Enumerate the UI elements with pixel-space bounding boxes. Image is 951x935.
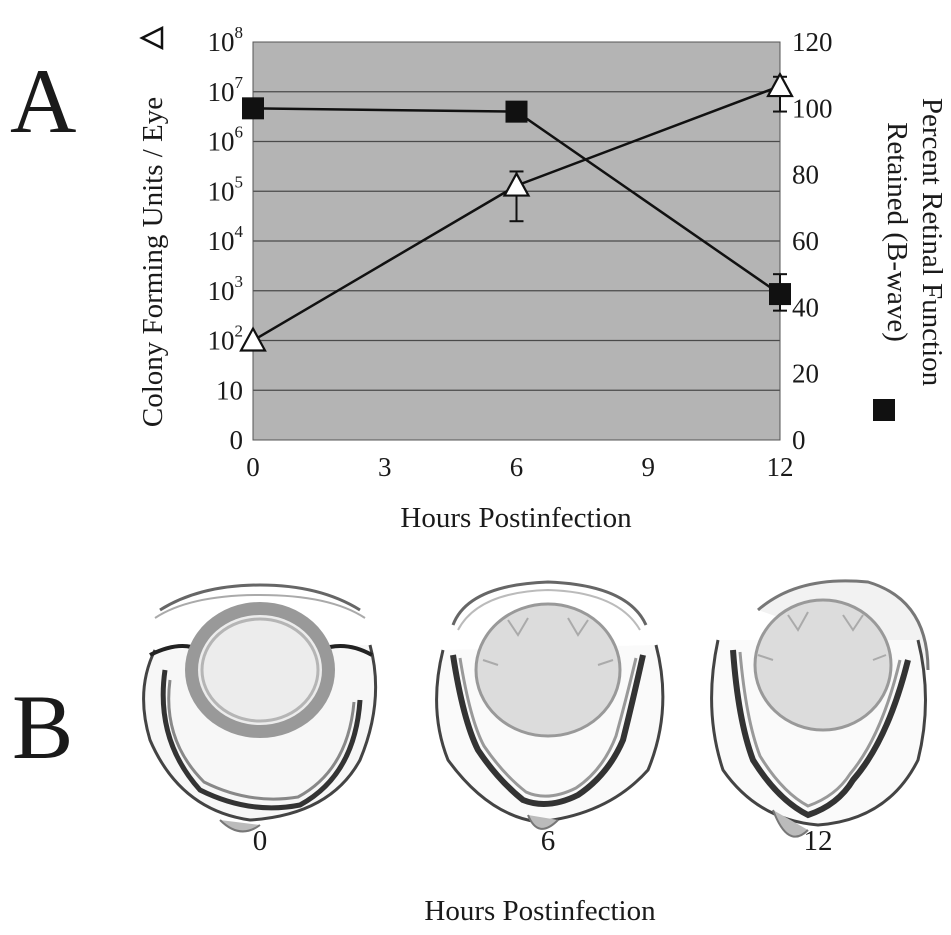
plot-frame: [252, 41, 781, 441]
left-tick-label: 106: [208, 123, 244, 157]
eye-label-0: 0: [253, 825, 268, 857]
triangle-point: [766, 71, 794, 98]
panel-b-figure: B 0 6 12 Hours Postinfection: [12, 579, 930, 927]
right-tick-label: 40: [792, 292, 819, 322]
left-axis-title: Colony Forming Units / Eye: [137, 97, 169, 427]
x-axis-ticks: 0 3 6 9 12: [246, 452, 793, 482]
left-tick-label: 105: [208, 172, 244, 206]
panel-b-x-axis-title: Hours Postinfection: [424, 895, 656, 927]
x-tick-label: 9: [642, 452, 656, 482]
gridlines: [253, 91, 780, 391]
eye-section-0h: [142, 583, 378, 833]
triangle-legend-icon: [139, 25, 164, 51]
x-tick-label: 0: [246, 452, 260, 482]
square-legend-icon: [873, 399, 895, 421]
square-point: [242, 97, 264, 120]
x-tick-label: 6: [510, 452, 524, 482]
right-tick-label: 120: [792, 27, 833, 57]
left-tick-label: 108: [208, 23, 244, 57]
right-tick-label: 0: [792, 425, 806, 455]
right-axis-title-line1: Percent Retinal Function: [916, 98, 948, 387]
eye-section-6h: [435, 580, 665, 830]
right-tick-label: 80: [792, 160, 819, 190]
eye-section-12h: [710, 579, 930, 838]
square-point: [505, 100, 528, 123]
right-axis-title-group-2: Retained (B-wave): [881, 122, 913, 342]
right-tick-label: 100: [792, 93, 833, 123]
left-tick-label: 107: [208, 73, 244, 107]
eye-label-6: 6: [541, 825, 556, 857]
right-axis-title-group: Percent Retinal Function: [916, 98, 948, 387]
left-tick-label: 0: [230, 425, 244, 455]
left-tick-label: 103: [208, 272, 244, 306]
left-tick-label: 104: [208, 222, 244, 256]
triangle-point: [502, 171, 531, 197]
right-tick-label: 60: [792, 226, 819, 256]
x-axis-title: Hours Postinfection: [400, 502, 632, 534]
right-tick-label: 20: [792, 359, 819, 389]
left-axis-ticks: 0 10 102 103 104 105 106 107 108: [208, 23, 244, 455]
x-tick-label: 12: [767, 452, 794, 482]
right-axis-title-line2: Retained (B-wave): [881, 122, 913, 342]
left-tick-label: 102: [208, 322, 244, 356]
left-axis-title-group: Colony Forming Units / Eye: [137, 97, 169, 427]
panel-a-letter: A: [10, 50, 76, 152]
eye-label-12: 12: [804, 825, 833, 857]
triangle-point: [239, 326, 267, 352]
left-tick-label: 10: [216, 375, 243, 405]
square-point: [769, 283, 791, 306]
right-axis-ticks: 0 20 40 60 80 100 120: [792, 27, 833, 455]
panel-b-letter: B: [12, 676, 73, 778]
x-tick-label: 3: [378, 452, 392, 482]
series-layer: [239, 71, 794, 352]
